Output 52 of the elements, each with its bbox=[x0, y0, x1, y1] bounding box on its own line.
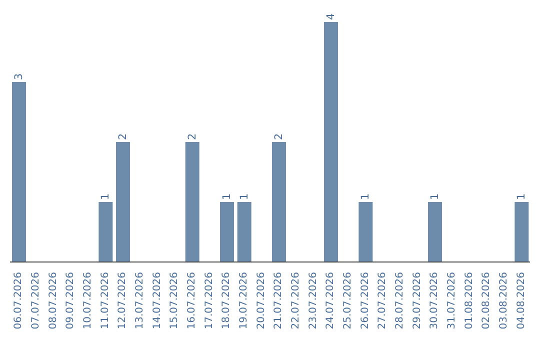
data-label: 1 bbox=[238, 193, 250, 200]
data-label: 1 bbox=[221, 193, 233, 200]
x-tick-label: 29.07.2026 bbox=[412, 272, 423, 330]
x-tick-label: 18.07.2026 bbox=[221, 272, 232, 330]
bar bbox=[272, 142, 286, 262]
x-tick-label: 27.07.2026 bbox=[377, 272, 388, 330]
x-tick-label: 25.07.2026 bbox=[342, 272, 354, 330]
x-tick-label: 03.08.2026 bbox=[498, 272, 510, 330]
bar bbox=[237, 202, 252, 262]
x-tick-label: 28.07.2026 bbox=[394, 272, 406, 330]
x-tick-label: 06.07.2026 bbox=[13, 272, 24, 330]
x-tick-label: 13.07.2026 bbox=[134, 272, 146, 330]
bar bbox=[358, 202, 373, 262]
x-tick-label: 02.08.2026 bbox=[481, 272, 492, 330]
bar bbox=[428, 202, 442, 262]
x-tick-label: 15.07.2026 bbox=[169, 272, 180, 330]
data-label: 1 bbox=[429, 193, 441, 200]
bar bbox=[220, 202, 234, 262]
x-tick-label: 16.07.2026 bbox=[186, 272, 198, 330]
bar bbox=[324, 22, 338, 262]
x-tick-label: 09.07.2026 bbox=[65, 272, 76, 330]
data-label: 1 bbox=[100, 193, 112, 200]
data-label: 2 bbox=[117, 133, 129, 140]
bar bbox=[98, 202, 113, 262]
x-tick-label: 30.07.2026 bbox=[429, 272, 440, 330]
x-tick-label: 04.08.2026 bbox=[516, 272, 527, 330]
data-label: 1 bbox=[516, 193, 528, 200]
data-label: 3 bbox=[13, 73, 25, 80]
x-tick-label: 12.07.2026 bbox=[117, 272, 128, 330]
x-tick-label: 22.07.2026 bbox=[290, 272, 302, 330]
x-tick-label: 31.07.2026 bbox=[446, 272, 458, 330]
data-label: 2 bbox=[186, 133, 198, 140]
x-tick-label: 07.07.2026 bbox=[30, 272, 42, 330]
data-label: 4 bbox=[325, 13, 337, 20]
x-tick-label: 14.07.2026 bbox=[152, 272, 163, 330]
x-tick-label: 24.07.2026 bbox=[325, 272, 336, 330]
x-tick-label: 11.07.2026 bbox=[100, 272, 111, 330]
bar bbox=[116, 142, 130, 262]
x-tick-label: 01.08.2026 bbox=[464, 272, 475, 330]
x-tick-label: 08.07.2026 bbox=[48, 272, 59, 330]
x-tick-label: 21.07.2026 bbox=[273, 272, 284, 330]
x-tick-label: 19.07.2026 bbox=[238, 272, 250, 330]
data-label: 2 bbox=[273, 133, 285, 140]
x-tick-label: 17.07.2026 bbox=[204, 272, 215, 330]
bar bbox=[12, 82, 26, 262]
x-tick-label: 20.07.2026 bbox=[256, 272, 267, 330]
x-tick-label: 23.07.2026 bbox=[308, 272, 319, 330]
bar bbox=[185, 142, 200, 262]
x-tick-label: 26.07.2026 bbox=[360, 272, 371, 330]
data-label: 1 bbox=[360, 193, 372, 200]
bar bbox=[514, 202, 529, 262]
x-tick-label: 10.07.2026 bbox=[82, 272, 94, 330]
